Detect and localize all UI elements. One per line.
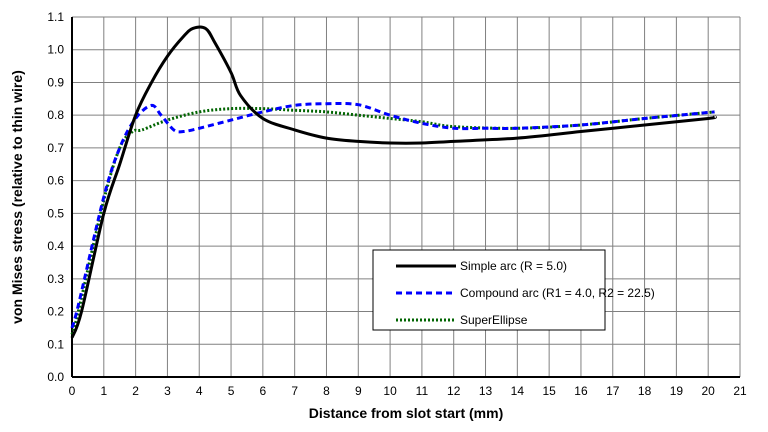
y-tick-label: 1.1 [47,10,64,24]
y-tick-label: 0.5 [47,206,64,220]
x-tick-label: 1 [100,384,107,398]
y-tick-label: 0.4 [47,239,64,253]
series-line-1 [70,101,715,329]
y-tick-label: 0.9 [47,75,64,89]
x-tick-label: 17 [606,384,620,398]
x-tick-label: 10 [383,384,397,398]
y-tick-label: 0.7 [47,141,64,155]
x-tick-label: 3 [164,384,171,398]
x-tick-label: 0 [69,384,76,398]
y-axis-ticks: 0.0 0.1 0.2 0.3 0.4 0.5 0.6 0.7 0.8 0.9 1.0 1.1 [47,10,64,384]
x-tick-label: 2 [132,384,139,398]
legend: Simple arc (R = 5.0) Compound arc (R1 = 4… [372,249,655,331]
x-tick-label: 18 [638,384,652,398]
legend-entry: Compound arc (R1 = 4.0, R2 = 22.5) [460,286,655,300]
x-tick-label: 20 [702,384,716,398]
x-tick-label: 15 [542,384,556,398]
y-tick-label: 0.2 [47,305,64,319]
x-tick-label: 21 [733,384,747,398]
x-tick-label: 6 [260,384,267,398]
x-tick-label: 7 [291,384,298,398]
x-tick-label: 9 [355,384,362,398]
x-tick-label: 5 [228,384,235,398]
x-tick-label: 14 [511,384,525,398]
x-tick-label: 13 [479,384,493,398]
y-tick-label: 0.6 [47,174,64,188]
x-tick-label: 19 [670,384,684,398]
y-tick-label: 0.0 [47,370,64,384]
x-tick-label: 12 [447,384,461,398]
x-tick-label: 8 [323,384,330,398]
y-tick-label: 0.1 [47,337,64,351]
x-axis-ticks: 0 1 2 3 4 5 6 7 8 9 10 11 12 13 14 15 16 17 18 19 20 21 [69,384,747,398]
legend-entry: Simple arc (R = 5.0) [460,259,567,273]
x-tick-label: 16 [574,384,588,398]
x-axis-label: Distance from slot start (mm) [309,405,503,421]
legend-entry: SuperEllipse [460,313,528,327]
y-axis-label: von Mises stress (relative to thin wire) [9,70,25,324]
y-tick-label: 1.0 [47,43,64,57]
series-lines [70,25,717,339]
series-line-0 [70,25,717,339]
x-tick-label: 4 [196,384,203,398]
x-tick-label: 11 [416,384,429,398]
y-tick-label: 0.8 [47,108,64,122]
y-tick-label: 0.3 [47,272,64,286]
